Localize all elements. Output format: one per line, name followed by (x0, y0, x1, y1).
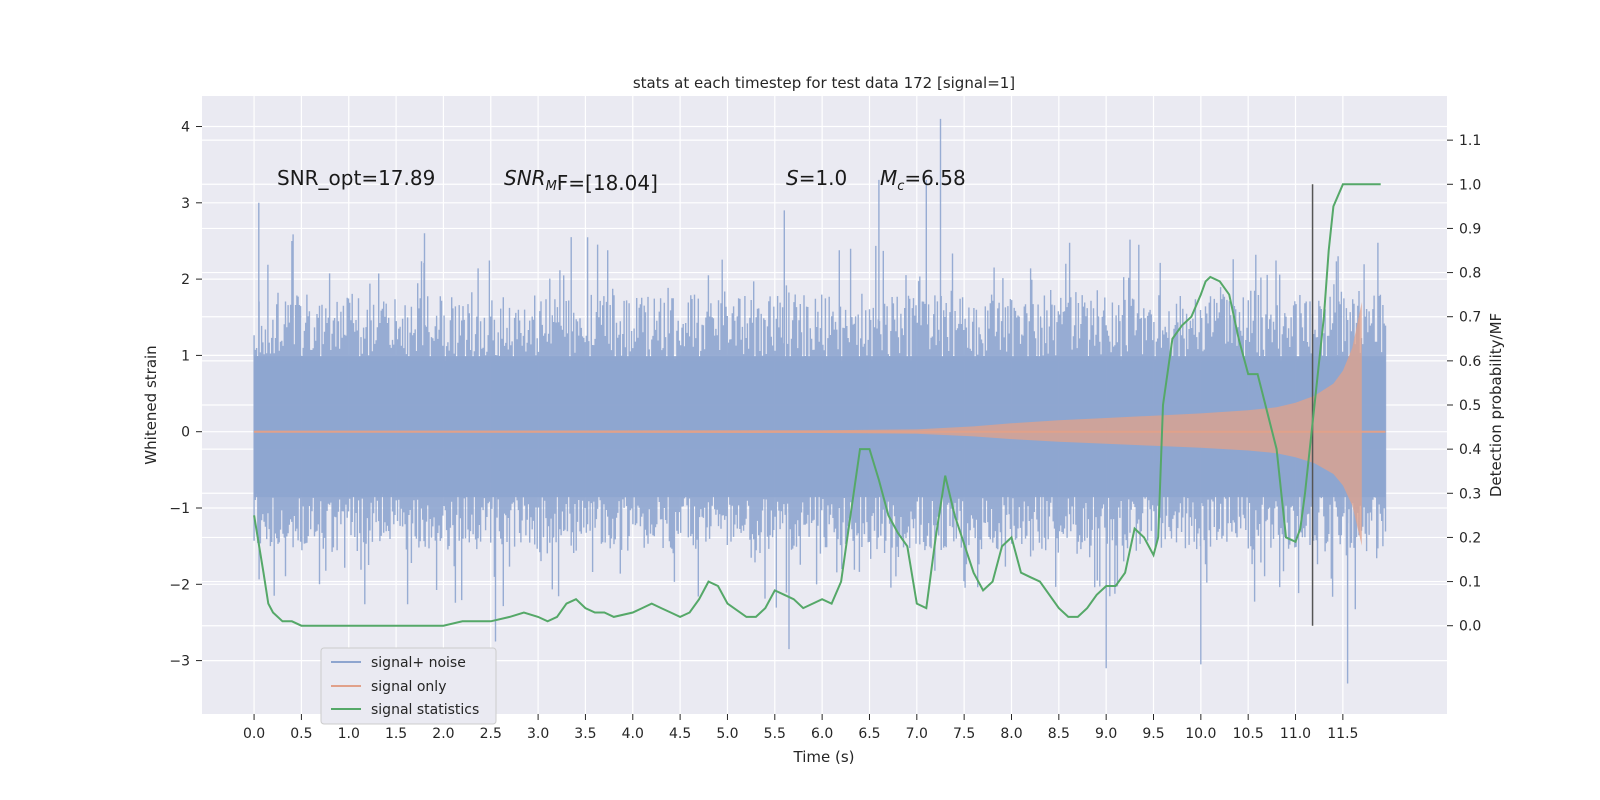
y-ticks-left: 4 3 2 1 0 −1 −2 −3 (169, 120, 202, 670)
y-ticks-right: 1.1 1.0 0.9 0.8 0.7 0.6 0.5 0.4 0.3 0.2 0.1 0.0 (1447, 133, 1481, 635)
legend: signal+ noise signal only signal statist… (320, 647, 497, 725)
x-tick-label: 7.0 (906, 726, 928, 742)
y-right-tick-label: 0.3 (1459, 486, 1481, 502)
snr-opt-annotation: SNR_opt=17.89 (277, 166, 435, 190)
x-tick-label: 10.5 (1233, 726, 1264, 742)
mc-value: =6.58 (904, 166, 965, 190)
y-tick-label: 1 (181, 348, 190, 364)
legend-box (320, 647, 497, 725)
chart-title: stats at each timestep for test data 172… (633, 74, 1015, 92)
x-axis-label: Time (s) (793, 748, 855, 766)
x-tick-label: 11.5 (1327, 726, 1358, 742)
y-right-tick-label: 0.2 (1459, 530, 1481, 546)
x-tick-label: 8.0 (1000, 726, 1022, 742)
x-ticks: 0.0 0.5 1.0 1.5 2.0 2.5 3.0 3.5 4.0 4.5 5.0 5.5 6.0 6… (243, 714, 1358, 742)
snr-mf-tail: F=[18.04] (557, 171, 658, 195)
y-tick-label: −3 (169, 654, 190, 670)
snr-mf-main: SNR (504, 166, 546, 190)
y-axis-label-left: Whitened strain (142, 345, 160, 464)
y-tick-label: −2 (169, 577, 190, 593)
x-tick-label: 2.0 (432, 726, 454, 742)
x-tick-label: 4.0 (622, 726, 644, 742)
snr-mf-subscript: M (546, 179, 557, 194)
snr-mf-annotation: SNRMF=[18.04] (504, 166, 658, 195)
y-right-tick-label: 0.6 (1459, 354, 1481, 370)
x-tick-label: 0.0 (243, 726, 265, 742)
legend-label-signal-statistics: signal statistics (371, 702, 479, 718)
x-tick-label: 6.5 (858, 726, 880, 742)
y-tick-label: 4 (181, 120, 190, 136)
x-tick-label: 4.5 (669, 726, 691, 742)
y-right-tick-label: 0.0 (1459, 619, 1481, 635)
x-tick-label: 2.5 (480, 726, 502, 742)
y-axis-label-right: Detection probability/MF (1487, 313, 1505, 497)
s-value: =1.0 (799, 166, 848, 190)
x-tick-label: 8.5 (1048, 726, 1070, 742)
y-right-tick-label: 1.0 (1459, 177, 1481, 193)
mc-subscript: c (897, 179, 904, 194)
x-tick-label: 1.0 (338, 726, 360, 742)
x-tick-label: 6.0 (811, 726, 833, 742)
y-right-tick-label: 0.1 (1459, 575, 1481, 591)
x-tick-label: 10.0 (1185, 726, 1216, 742)
y-tick-label: 0 (181, 425, 190, 441)
y-right-tick-label: 1.1 (1459, 133, 1481, 149)
legend-label-signal-only: signal only (371, 679, 446, 695)
mc-variable: M (880, 166, 897, 190)
y-right-tick-label: 0.4 (1459, 442, 1481, 458)
signal-only-envelope (254, 302, 1362, 546)
x-tick-label: 7.5 (953, 726, 975, 742)
y-right-tick-label: 0.5 (1459, 398, 1481, 414)
y-right-tick-label: 0.8 (1459, 266, 1481, 282)
x-tick-label: 5.0 (716, 726, 738, 742)
x-tick-label: 3.5 (574, 726, 596, 742)
x-tick-label: 9.5 (1142, 726, 1164, 742)
x-tick-label: 11.0 (1280, 726, 1311, 742)
y-tick-label: −1 (169, 501, 190, 517)
x-tick-label: 5.5 (764, 726, 786, 742)
x-tick-label: 9.0 (1095, 726, 1117, 742)
s-annotation: S=1.0 (786, 166, 847, 190)
y-right-tick-label: 0.7 (1459, 310, 1481, 326)
y-right-tick-label: 0.9 (1459, 221, 1481, 237)
legend-label-signal-noise: signal+ noise (371, 655, 466, 671)
s-variable: S (786, 166, 799, 190)
x-tick-label: 3.0 (527, 726, 549, 742)
x-tick-label: 0.5 (290, 726, 312, 742)
mc-annotation: Mc=6.58 (880, 166, 966, 194)
x-tick-label: 1.5 (385, 726, 407, 742)
y-tick-label: 3 (181, 196, 190, 212)
signal-statistics-line (253, 183, 1381, 627)
y-tick-label: 2 (181, 272, 190, 288)
